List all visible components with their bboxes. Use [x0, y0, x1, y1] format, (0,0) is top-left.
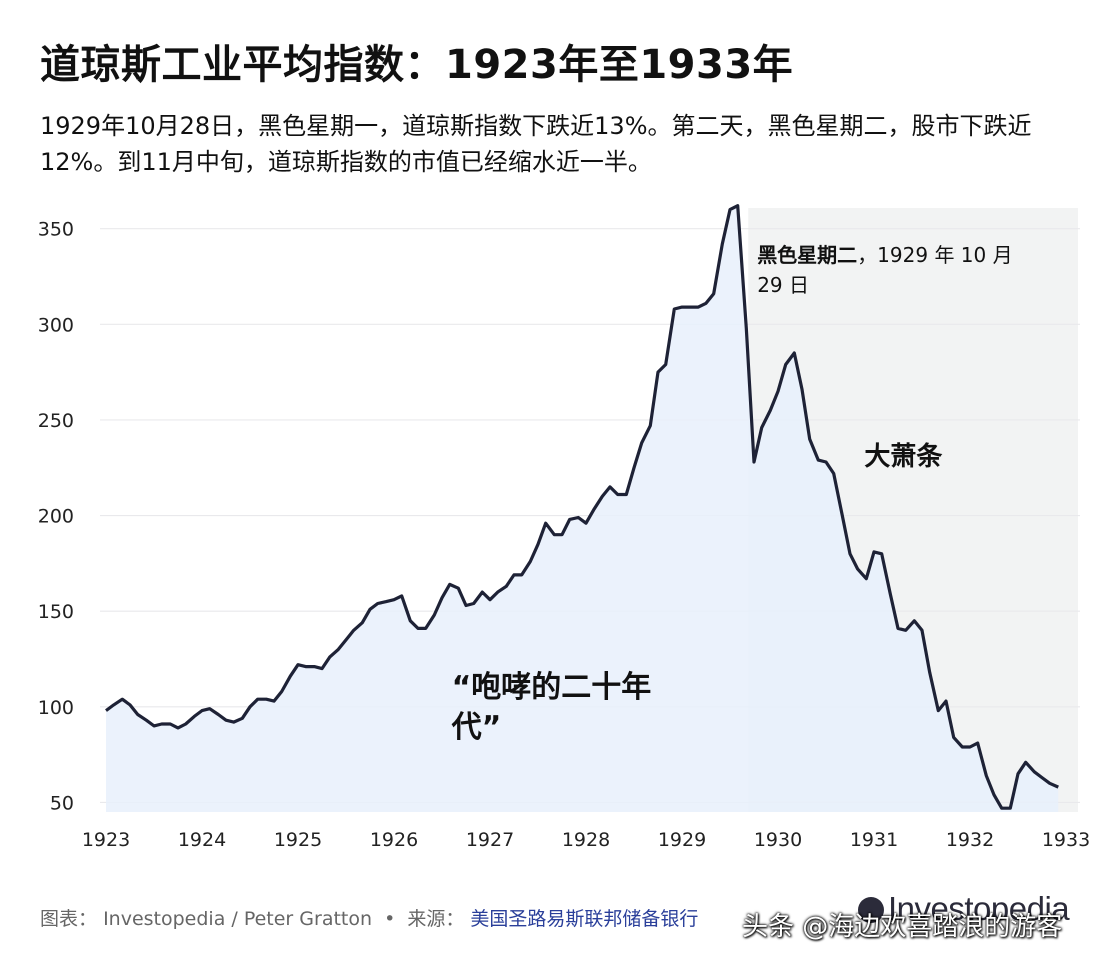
watermark: 头条 @海边欢喜踏浪的游客	[742, 912, 1063, 942]
chart: 50 100 150 200 250 300 350 1923 1924 1925 1926 1927…	[38, 204, 1090, 851]
brand-name: Investopedia	[888, 890, 1070, 927]
x-tick-label: 1928	[562, 829, 610, 851]
y-tick-label: 150	[38, 601, 74, 623]
source-link[interactable]: 美国圣路易斯联邦储备银行	[470, 908, 699, 930]
x-tick-label: 1929	[658, 829, 706, 851]
brand-dot-icon	[858, 897, 884, 923]
y-tick-label: 350	[38, 219, 74, 241]
chart-footer: 图表： Investopedia / Peter Gratton • 来源： 美…	[40, 904, 698, 931]
page-title: 道琼斯工业平均指数：1923年至1933年	[40, 42, 794, 88]
x-tick-label: 1924	[178, 829, 226, 851]
series-area	[106, 205, 1059, 812]
chart-credit-author: Investopedia / Peter Gratton	[103, 908, 373, 930]
series-line	[105, 204, 1059, 810]
source-label: 来源：	[407, 908, 465, 930]
x-tick-label: 1926	[370, 829, 418, 851]
x-tick-label: 1930	[754, 829, 802, 851]
chart-credit-label: 图表：	[40, 908, 98, 930]
y-tick-label: 250	[38, 410, 74, 432]
x-tick-label: 1925	[274, 829, 322, 851]
annotation-great-depression: 大萧条	[864, 442, 943, 472]
footer-bullet: •	[384, 908, 396, 930]
y-tick-label: 50	[50, 792, 74, 814]
x-tick-label: 1933	[1042, 829, 1090, 851]
annotation-black-tuesday-date: ，1929 年 10 月	[857, 243, 1012, 267]
annotation-black-tuesday-line2: 29 日	[757, 273, 809, 297]
annotation-roaring-twenties: “咆哮的二十年	[452, 670, 652, 705]
annotation-roaring-twenties-line2: 代”	[451, 710, 502, 745]
y-tick-label: 300	[38, 314, 74, 336]
x-tick-label: 1923	[82, 829, 130, 851]
x-tick-label: 1932	[946, 829, 994, 851]
y-tick-label: 200	[38, 506, 74, 528]
x-tick-label: 1927	[466, 829, 514, 851]
chart-subtitle: 1929年10月28日，黑色星期一，道琼斯指数下跌近13%。第二天，黑色星期二，…	[40, 112, 1032, 176]
annotation-black-tuesday: 黑色星期二，1929 年 10 月	[757, 243, 1012, 267]
x-tick-label: 1931	[850, 829, 898, 851]
annotation-black-tuesday-bold: 黑色星期二	[757, 243, 857, 267]
y-tick-label: 100	[38, 697, 74, 719]
brand-logo: Investopedia	[858, 890, 1070, 928]
